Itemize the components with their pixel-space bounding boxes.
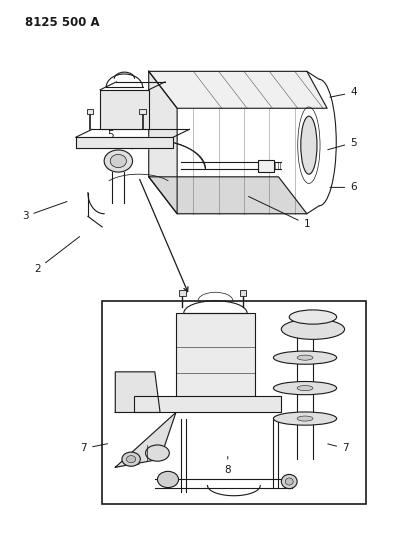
Ellipse shape	[127, 456, 136, 463]
Polygon shape	[149, 71, 327, 108]
Ellipse shape	[273, 382, 337, 395]
Ellipse shape	[301, 116, 317, 174]
Text: 4: 4	[330, 87, 357, 98]
Text: 8: 8	[224, 457, 231, 474]
Polygon shape	[149, 71, 177, 214]
Text: 8125 500 A: 8125 500 A	[25, 16, 100, 29]
Text: 5: 5	[107, 130, 132, 149]
Ellipse shape	[110, 155, 127, 167]
Ellipse shape	[285, 478, 293, 485]
Ellipse shape	[273, 351, 337, 364]
Ellipse shape	[297, 416, 313, 421]
Bar	[240, 289, 246, 296]
Ellipse shape	[104, 150, 132, 172]
Polygon shape	[115, 372, 160, 413]
Polygon shape	[115, 413, 176, 467]
Ellipse shape	[273, 412, 337, 425]
Text: 3: 3	[22, 201, 67, 221]
Ellipse shape	[145, 445, 169, 461]
Text: 7: 7	[328, 443, 349, 454]
Text: 5: 5	[328, 138, 357, 150]
Ellipse shape	[281, 319, 344, 340]
Text: 7: 7	[81, 443, 108, 454]
Bar	[100, 90, 149, 130]
Ellipse shape	[297, 385, 313, 391]
Bar	[102, 301, 366, 504]
Ellipse shape	[157, 471, 178, 488]
Text: 6: 6	[330, 182, 357, 192]
Polygon shape	[149, 177, 307, 214]
Text: 6: 6	[133, 450, 155, 467]
Bar	[258, 160, 275, 172]
Bar	[176, 313, 255, 398]
Bar	[179, 289, 186, 296]
Ellipse shape	[289, 310, 337, 324]
Ellipse shape	[297, 355, 313, 360]
Bar	[87, 109, 93, 114]
Text: 1: 1	[249, 197, 310, 229]
Polygon shape	[76, 138, 173, 148]
Ellipse shape	[281, 474, 297, 489]
Bar	[134, 396, 281, 413]
Text: 2: 2	[34, 237, 80, 274]
Ellipse shape	[122, 452, 140, 466]
Bar	[139, 109, 146, 114]
